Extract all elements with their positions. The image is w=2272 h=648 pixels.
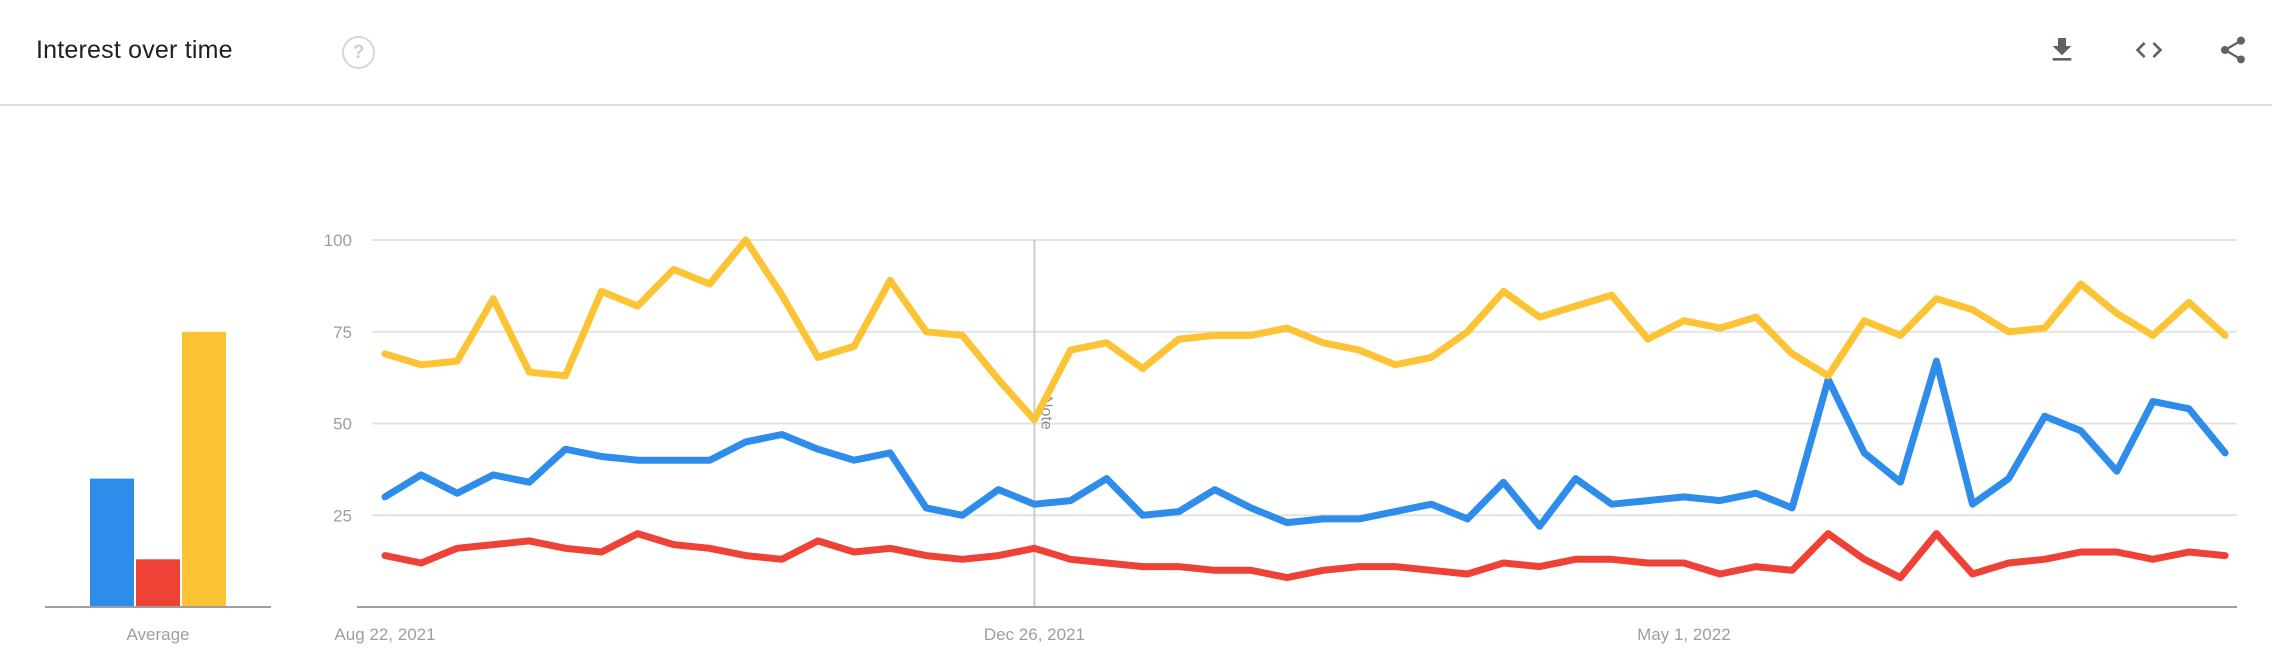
download-icon-glyph: [2052, 38, 2072, 61]
average-bar-red[interactable]: [136, 559, 180, 607]
share-icon-glyph: [2221, 36, 2245, 64]
download-icon[interactable]: [2046, 34, 2078, 66]
average-bar-blue[interactable]: [90, 478, 134, 607]
share-icon[interactable]: [2217, 34, 2249, 66]
x-tick-label: Dec 26, 2021: [984, 625, 1085, 644]
embed-code-icon-glyph: [2135, 42, 2163, 58]
header-divider: [0, 104, 2272, 106]
red-series-line[interactable]: [381, 530, 2229, 582]
y-tick-label-50: 50: [333, 415, 352, 434]
x-tick-label: Aug 22, 2021: [334, 625, 435, 644]
panel-title: Interest over time: [36, 36, 233, 64]
panel-header: Interest over time ?: [0, 0, 2272, 104]
average-bar-yellow[interactable]: [182, 331, 226, 608]
average-axis-label: Average: [126, 625, 189, 644]
x-tick-label: May 1, 2022: [1637, 625, 1731, 644]
y-tick-label-25: 25: [333, 506, 352, 525]
y-tick-label-75: 75: [333, 323, 352, 342]
yellow-series-line[interactable]: [381, 236, 2229, 424]
y-tick-label-100: 100: [324, 231, 352, 250]
help-icon[interactable]: ?: [342, 36, 375, 69]
blue-series-line[interactable]: [381, 357, 2229, 530]
embed-code-icon[interactable]: [2133, 34, 2165, 66]
